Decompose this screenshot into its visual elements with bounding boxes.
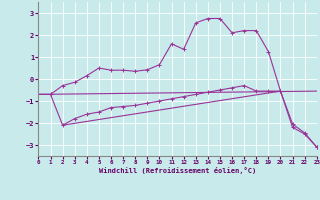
X-axis label: Windchill (Refroidissement éolien,°C): Windchill (Refroidissement éolien,°C) xyxy=(99,167,256,174)
